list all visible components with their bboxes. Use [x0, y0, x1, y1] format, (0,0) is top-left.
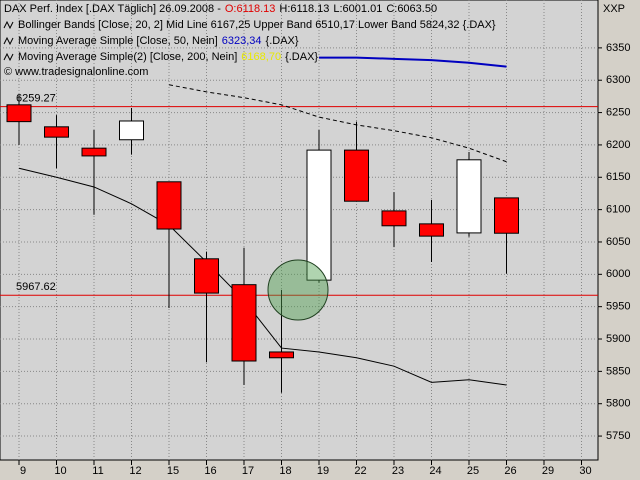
candle-body: [344, 149, 369, 202]
candle-body: [231, 284, 257, 362]
y-tick-label: 5950: [606, 301, 630, 313]
candle-body: [306, 149, 332, 281]
y-tick-label: 6350: [606, 42, 630, 54]
indicator-line: [168, 84, 507, 163]
x-tick-label: 22: [354, 465, 366, 477]
y-tick-label: 6000: [606, 268, 630, 280]
y-tick-label: 6050: [606, 236, 630, 248]
x-tick-label: 9: [20, 465, 26, 477]
x-tick-label: 10: [54, 465, 66, 477]
x-tick-label: 17: [242, 465, 254, 477]
corner-label: XXP: [603, 3, 625, 15]
x-tick-label: 15: [167, 465, 179, 477]
y-tick-label: 6200: [606, 139, 630, 151]
indicator-line: [319, 56, 507, 68]
legend-entry: Moving Average Simple(2) [Close, 200, Ne…: [18, 51, 318, 63]
y-tick-label: 5800: [606, 398, 630, 410]
copyright: © www.tradesignalonline.com: [4, 66, 148, 78]
y-tick-label: 5850: [606, 365, 630, 377]
candle-body: [156, 181, 182, 230]
x-tick-label: 16: [204, 465, 216, 477]
legend-icon: [3, 20, 14, 30]
indicator-line: [18, 167, 507, 386]
ohlc-label: L:6001.01: [333, 3, 382, 15]
grid: 5750 5800 5850 5900 5950 6000 6050 6100 6150 6200…: [0, 0, 630, 477]
candle-body: [194, 258, 219, 294]
x-tick-label: 30: [579, 465, 591, 477]
x-tick-label: 19: [317, 465, 329, 477]
candle-body: [381, 210, 407, 227]
y-tick-label: 6150: [606, 171, 630, 183]
x-tick-label: 11: [92, 465, 103, 477]
legend-value-label: 6168,70: [241, 51, 281, 63]
legend-entry: Moving Average Simple [Close, 50, Nein] 6…: [18, 35, 299, 47]
candle-body: [494, 197, 519, 234]
x-tick-label: 25: [467, 465, 479, 477]
candle-body: [269, 351, 294, 359]
candle-body: [456, 159, 482, 234]
x-tick-label: 26: [504, 465, 516, 477]
legend-name: Moving Average Simple(2) [Close, 200, Ne…: [18, 51, 237, 63]
legend-value-label: 6323,34: [222, 35, 262, 47]
y-tick-label: 5900: [606, 333, 630, 345]
y-tick-label: 5750: [606, 430, 630, 442]
legend-icon: [3, 52, 14, 62]
y-tick-label: 6100: [606, 204, 630, 216]
legend-entry: Bollinger Bands [Close, 20, 2] Mid Line …: [18, 19, 496, 31]
candle-body: [81, 147, 107, 157]
legend-name: Moving Average Simple [Close, 50, Nein]: [18, 35, 218, 47]
x-tick-label: 18: [279, 465, 291, 477]
candle-body: [119, 120, 144, 141]
x-tick-label: 29: [542, 465, 554, 477]
reference-label: 5967.62: [16, 281, 56, 293]
header: DAX Perf. Index [.DAX Täglich] 26.09.200…: [4, 3, 437, 15]
x-tick-label: 12: [129, 465, 141, 477]
ohlc-label: O:6118.13: [225, 3, 276, 15]
reference-label: 6259.27: [16, 92, 56, 104]
legend-suffix: {.DAX}: [285, 51, 318, 63]
candle-body: [44, 126, 69, 138]
header-title: DAX Perf. Index [.DAX Täglich] 26.09.200…: [4, 3, 221, 15]
legend: DAX Perf. Index [.DAX Täglich] 26.09.200…: [3, 3, 496, 78]
legend-suffix: {.DAX}: [266, 35, 299, 47]
marks: 6259.27 5967.62: [0, 56, 598, 393]
x-tick-label: 24: [429, 465, 441, 477]
highlight-circle: [267, 259, 329, 321]
y-tick-label: 6300: [606, 74, 630, 86]
x-tick-label: 23: [392, 465, 404, 477]
y-tick-label: 6250: [606, 106, 630, 118]
legend-icon: [3, 36, 14, 46]
candle-body: [6, 104, 32, 123]
ohlc-label: C:6063.50: [386, 3, 437, 15]
candle-body: [419, 223, 444, 237]
ohlc-label: H:6118.13: [279, 3, 329, 15]
legend-name: Bollinger Bands [Close, 20, 2] Mid Line …: [18, 19, 496, 31]
